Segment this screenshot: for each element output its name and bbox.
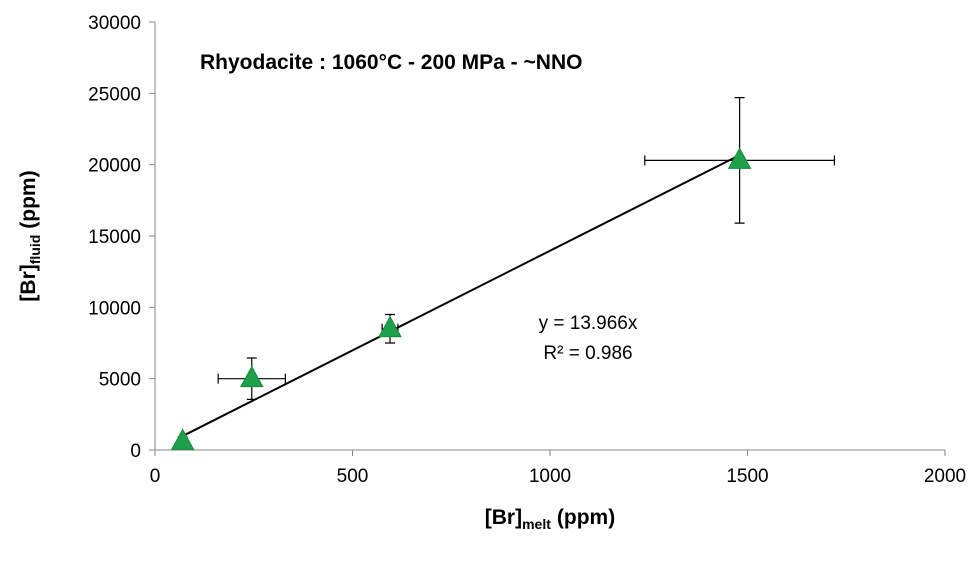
y-tick-label: 30000 [88, 13, 141, 34]
trendline-r-squared: R² = 0.986 [543, 343, 632, 364]
x-label-sub: melt [522, 516, 551, 532]
point [378, 315, 402, 338]
x-tick-label: 1500 [726, 466, 768, 487]
x-tick-label: 0 [150, 466, 161, 487]
y-label-main: [Br] [17, 264, 40, 301]
point [239, 365, 264, 388]
y-axis-label: [Br]fluid (ppm) [17, 170, 43, 301]
point [727, 147, 752, 169]
x-label-main: [Br] [485, 506, 522, 529]
x-axis-label: [Br]melt (ppm) [485, 506, 615, 532]
y-label-unit: (ppm) [17, 170, 40, 228]
y-tick-label: 20000 [88, 156, 141, 177]
y-tick-label: 15000 [88, 227, 141, 248]
y-tick-label: 25000 [88, 84, 141, 105]
y-tick-label: 0 [130, 441, 141, 462]
x-tick-label: 2000 [924, 466, 966, 487]
y-tick-label: 5000 [99, 370, 141, 391]
y-tick-label: 10000 [88, 298, 141, 319]
trendline [182, 154, 741, 437]
x-label-unit: (ppm) [557, 506, 615, 529]
x-tick-label: 1000 [529, 466, 571, 487]
chart-title: Rhyodacite : 1060°C - 200 MPa - ~NNO [200, 51, 582, 74]
point [170, 428, 195, 450]
y-label-sub: fluid [27, 235, 43, 265]
trendline-equation: y = 13.966x [539, 313, 638, 334]
x-tick-label: 500 [337, 466, 369, 487]
